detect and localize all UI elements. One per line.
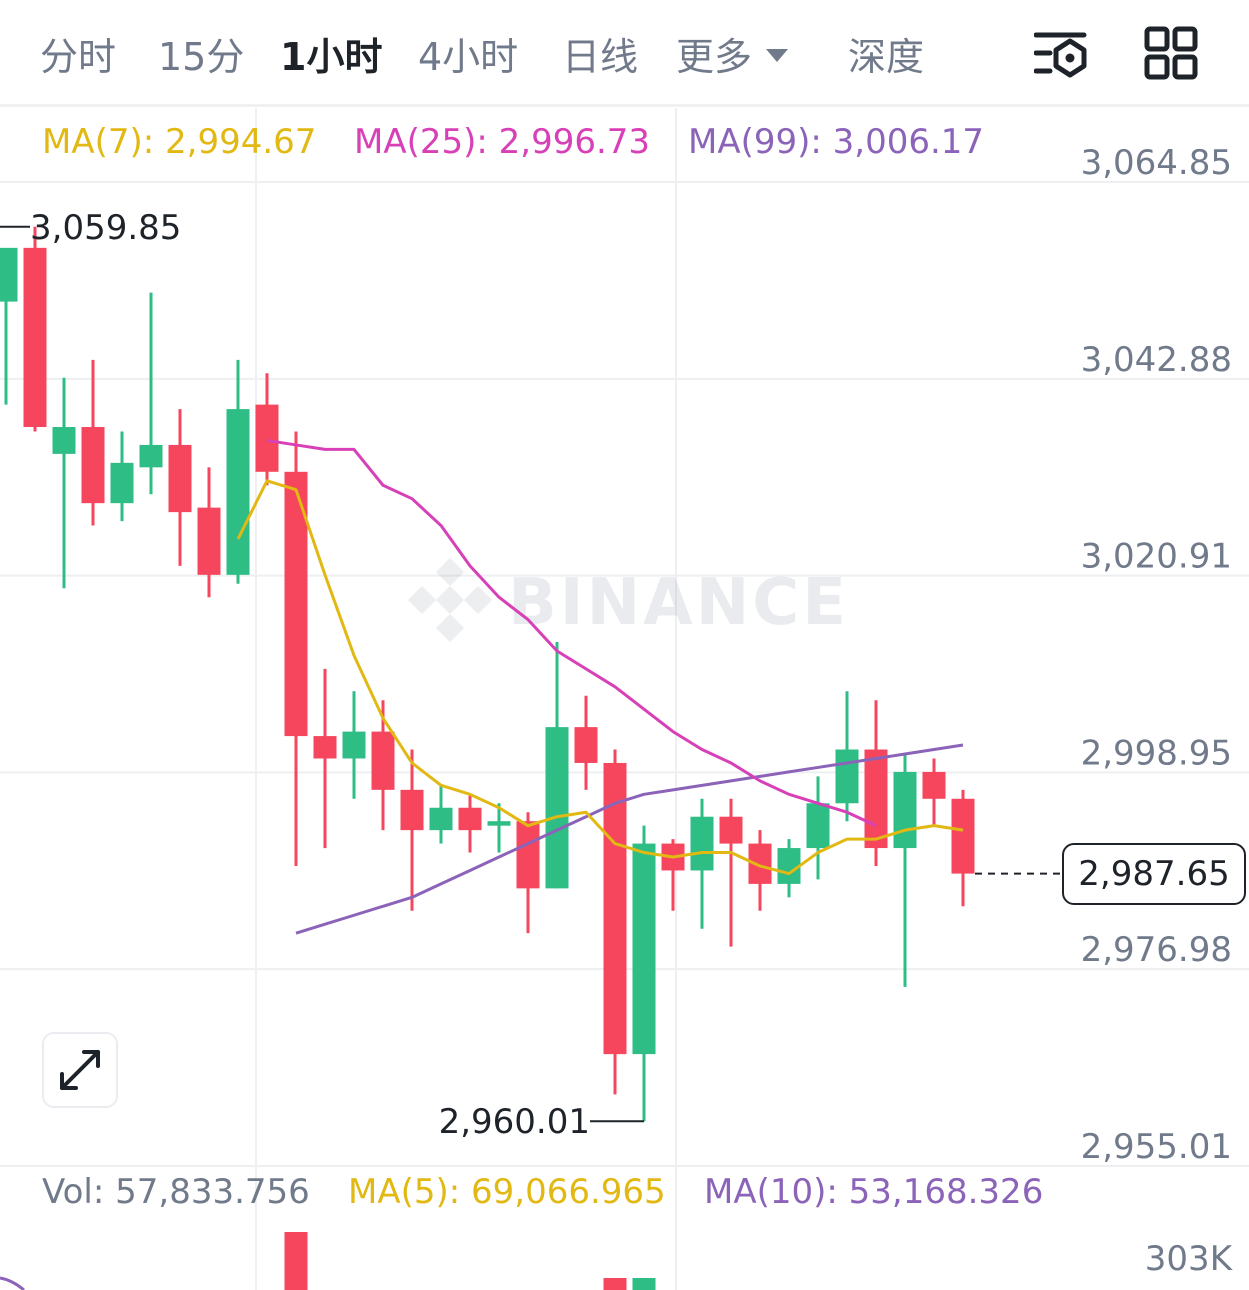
candle-body (168, 444, 192, 513)
watermark-diamond (435, 585, 465, 615)
tab-daily[interactable]: 日线 (562, 35, 639, 79)
candle-body (516, 821, 540, 889)
ma7-line (236, 479, 964, 876)
fullscreen-button[interactable] (42, 1032, 118, 1108)
tab-15m[interactable]: 15分 (158, 35, 245, 79)
volume-bar (603, 1278, 627, 1290)
tab-1h[interactable]: 1小时 (280, 35, 383, 79)
watermark-diamond (463, 585, 493, 615)
candle-body (429, 807, 453, 831)
candle-body (139, 444, 163, 468)
tab-4h[interactable]: 4小时 (418, 35, 519, 79)
y-tick-label: 3,020.91 (1081, 537, 1232, 577)
expand-arrows-icon (60, 1050, 100, 1090)
y-tick-label: 3,042.88 (1081, 340, 1232, 380)
tabbar-divider (0, 104, 1249, 107)
candle-body (864, 749, 888, 849)
candle-body (110, 462, 134, 504)
candle-body (806, 803, 830, 849)
ma99-line (295, 743, 964, 935)
y-tick-label: 2,955.01 (1081, 1127, 1232, 1167)
tab-depth[interactable]: 深度 (848, 35, 925, 79)
candle-body (777, 848, 801, 884)
candle-body (255, 404, 279, 472)
volume-ma-line (0, 1276, 25, 1290)
low-price-label: 2,960.01 (439, 1102, 590, 1142)
current-price-tag: 2,987.65 (1062, 843, 1246, 905)
y-tick-label: 3,064.85 (1081, 143, 1232, 183)
candle-body (52, 427, 76, 454)
volume-bar (632, 1278, 656, 1290)
ma99-legend: MA(99): 3,006.17 (688, 122, 985, 162)
ma25-line (266, 438, 877, 828)
ma25-legend: MA(25): 2,996.73 (354, 122, 651, 162)
volume-legend: Vol: 57,833.756 (42, 1172, 310, 1212)
y-tick-label: 2,976.98 (1081, 930, 1232, 970)
high-price-label: 3,059.85 (30, 208, 181, 248)
candle-body (951, 798, 975, 874)
candle-body (487, 821, 511, 826)
grid-layout-icon[interactable] (1144, 26, 1200, 82)
candle-body (893, 771, 917, 849)
candle-body (719, 816, 743, 844)
tab-time-sharing[interactable]: 分时 (40, 35, 117, 79)
volume-bar (284, 1232, 308, 1290)
candle-body (574, 727, 598, 763)
tab-more[interactable]: 更多 (676, 26, 789, 81)
candle-body (226, 409, 250, 575)
binance-logo-watermark (407, 557, 493, 643)
candle-body (313, 736, 337, 759)
watermark-diamond (435, 557, 465, 587)
candle-body (197, 507, 221, 575)
volume-ma5-legend: MA(5): 69,066.965 (348, 1172, 666, 1212)
timeframe-tabbar: 分时 15分 1小时 4小时 日线 更多 深度 (0, 0, 1249, 104)
watermark-text: BINANCE (508, 566, 849, 640)
candle-body (0, 247, 18, 302)
candle-body (284, 471, 308, 737)
y-tick-label: 2,998.95 (1081, 733, 1232, 773)
tab-more-label: 更多 (676, 35, 753, 79)
volume-ma10-legend: MA(10): 53,168.326 (704, 1172, 1044, 1212)
candle-body (81, 427, 105, 504)
watermark-diamond (407, 585, 437, 615)
candle-body (690, 816, 714, 871)
candle-body (23, 247, 47, 428)
indicator-settings-icon[interactable] (1034, 26, 1090, 82)
candle-body (632, 843, 656, 1055)
volume-axis-label: 303K (1145, 1239, 1234, 1279)
watermark-diamond (435, 613, 465, 643)
candle-body (545, 727, 569, 889)
candle-body (400, 789, 424, 831)
candle-body (371, 731, 395, 790)
ma7-legend: MA(7): 2,994.67 (42, 122, 317, 162)
candle-body (342, 731, 366, 759)
candle-body (458, 807, 482, 831)
chevron-down-icon (766, 49, 789, 62)
candle-body (922, 771, 946, 799)
candle-body (835, 749, 859, 804)
candle-body (748, 843, 772, 884)
